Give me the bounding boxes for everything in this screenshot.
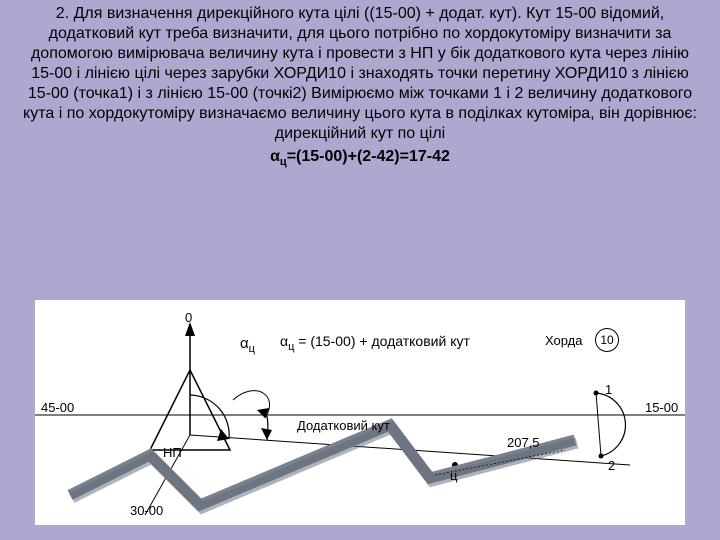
- formula: αц=(15-00)+(2-42)=17-42: [0, 148, 720, 168]
- label-zero: 0: [185, 310, 192, 325]
- label-alpha-sub: ц: [249, 343, 255, 355]
- label-45-00: 45-00: [41, 400, 74, 415]
- alpha-eq-sym: α: [280, 333, 288, 349]
- formula-alpha: α: [270, 148, 280, 165]
- label-30-00: 30-00: [130, 503, 163, 518]
- label-alpha-sym: α: [240, 335, 249, 352]
- formula-eq: =(15-00)+(2-42)=17-42: [287, 148, 450, 165]
- label-alpha: αц: [240, 335, 255, 355]
- label-target: ц: [450, 468, 457, 483]
- label-np: НП: [163, 445, 182, 460]
- body-text: 2. Для визначення дирекційного кута цілі…: [0, 0, 720, 146]
- formula-sub: ц: [280, 156, 287, 168]
- label-15-00: 15-00: [645, 400, 678, 415]
- label-dodatk: Додатковий кут: [297, 418, 390, 433]
- label-dist: 207,5: [507, 435, 540, 450]
- diagram: 0 αц αц = (15-00) + додатковий кут Хорда…: [35, 300, 685, 525]
- alpha-eq-text: = (15-00) + додатковий кут: [294, 333, 469, 349]
- label-chord: Хорда: [545, 333, 583, 348]
- label-pt2: 2: [608, 458, 615, 473]
- chord-number: 10: [595, 328, 619, 352]
- label-pt1: 1: [605, 382, 612, 397]
- label-alpha-eq: αц = (15-00) + додатковий кут: [280, 333, 470, 353]
